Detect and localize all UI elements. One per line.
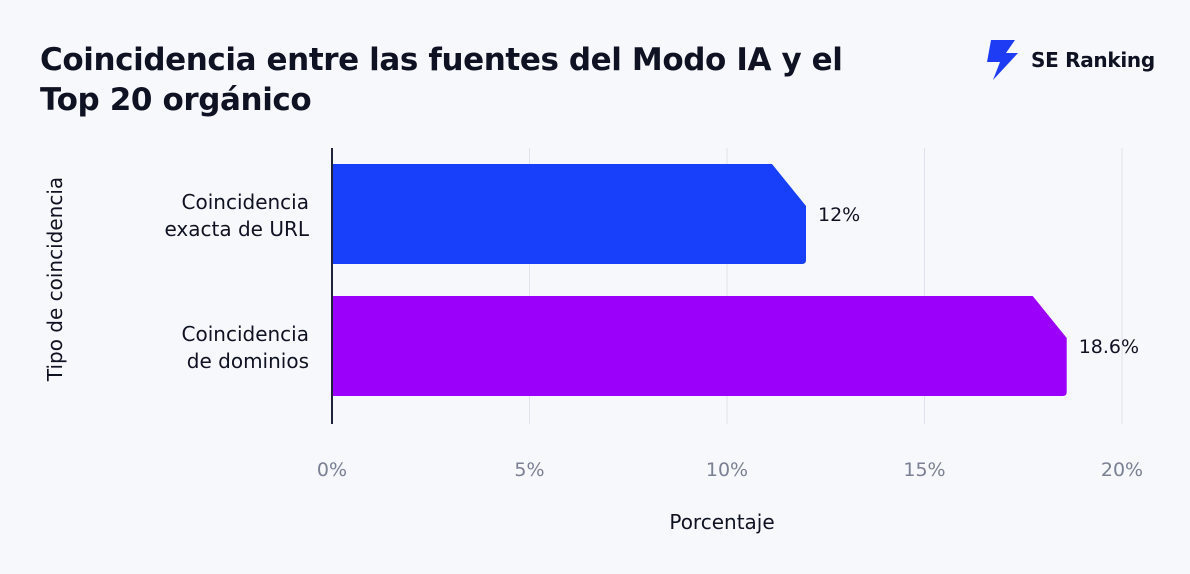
lightning-bolt-icon [987, 40, 1018, 80]
y-category-label: Coincidencia de dominios [182, 322, 309, 373]
chart-title: Coincidencia entre las fuentes del Modo … [40, 42, 843, 118]
brand-logo: SE Ranking [985, 40, 1155, 80]
y-category-label: Coincidencia exacta de URL [164, 190, 309, 241]
x-tick-label: 15% [903, 459, 945, 481]
brand-name: SE Ranking [1031, 48, 1155, 72]
y-axis-title: Tipo de coincidencia [43, 177, 67, 382]
x-tick-label: 5% [514, 459, 544, 481]
x-axis-title: Porcentaje [669, 510, 774, 534]
bar [332, 296, 1067, 396]
bar [332, 164, 806, 264]
x-tick-label: 10% [706, 459, 748, 481]
bar-value-label: 12% [818, 204, 860, 226]
x-tick-label: 0% [317, 459, 347, 481]
bar-value-label: 18.6% [1079, 336, 1139, 358]
x-tick-label: 20% [1101, 459, 1143, 481]
